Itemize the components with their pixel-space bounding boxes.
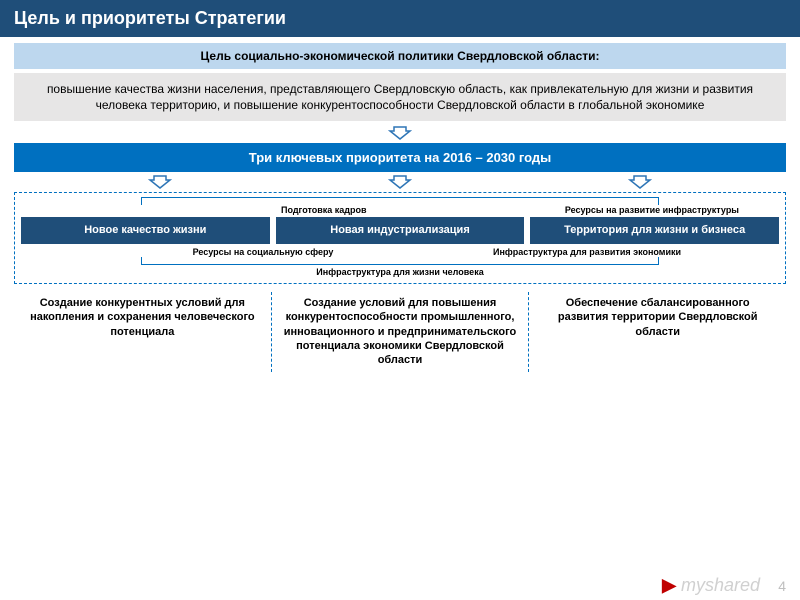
goal-label-bar: Цель социально-экономической политики Св… <box>14 43 786 69</box>
three-columns: Создание конкурентных условий для накопл… <box>14 292 786 371</box>
connector-bottom <box>141 257 659 265</box>
column-2: Создание условий для повышения конкурент… <box>271 292 529 371</box>
page-title-bar: Цель и приоритеты Стратегии <box>0 0 800 37</box>
priorities-bar: Три ключевых приоритета на 2016 – 2030 г… <box>14 143 786 172</box>
arrow-down-icon <box>388 174 412 190</box>
connector-top <box>141 197 659 205</box>
goal-label: Цель социально-экономической политики Св… <box>200 49 599 63</box>
page-title: Цель и приоритеты Стратегии <box>14 8 286 28</box>
three-arrows-row <box>40 174 760 190</box>
arrow-down-icon <box>628 174 652 190</box>
arrow-down-1 <box>0 125 800 141</box>
column-1: Создание конкурентных условий для накопл… <box>14 292 271 371</box>
flow-bottom-label: Инфраструктура для жизни человека <box>21 265 779 277</box>
page-number: 4 <box>778 578 786 594</box>
priorities-bar-text: Три ключевых приоритета на 2016 – 2030 г… <box>249 150 552 165</box>
flow-mid-labels: Ресурсы на социальную сферу Инфраструкту… <box>21 244 779 257</box>
goal-text: повышение качества жизни населения, пред… <box>47 82 753 112</box>
arrow-down-icon <box>148 174 172 190</box>
pill-industrialization: Новая индустриализация <box>276 217 525 244</box>
pill-territory: Территория для жизни и бизнеса <box>530 217 779 244</box>
flow-label-top-left: Подготовка кадров <box>281 205 367 215</box>
flow-label-mid-left: Ресурсы на социальную сферу <box>101 247 425 257</box>
flow-label-top-right: Ресурсы на развитие инфраструктуры <box>565 205 739 215</box>
flow-box: Подготовка кадров Ресурсы на развитие ин… <box>14 192 786 284</box>
pill-row: Новое качество жизни Новая индустриализа… <box>21 217 779 244</box>
flow-top-labels: Подготовка кадров Ресурсы на развитие ин… <box>21 205 779 217</box>
flow-label-mid-right: Инфраструктура для развития экономики <box>425 247 749 257</box>
pill-quality-of-life: Новое качество жизни <box>21 217 270 244</box>
goal-text-bar: повышение качества жизни населения, пред… <box>14 73 786 121</box>
watermark: ▶ myshared <box>662 575 760 596</box>
column-3: Обеспечение сбалансированного развития т… <box>528 292 786 371</box>
